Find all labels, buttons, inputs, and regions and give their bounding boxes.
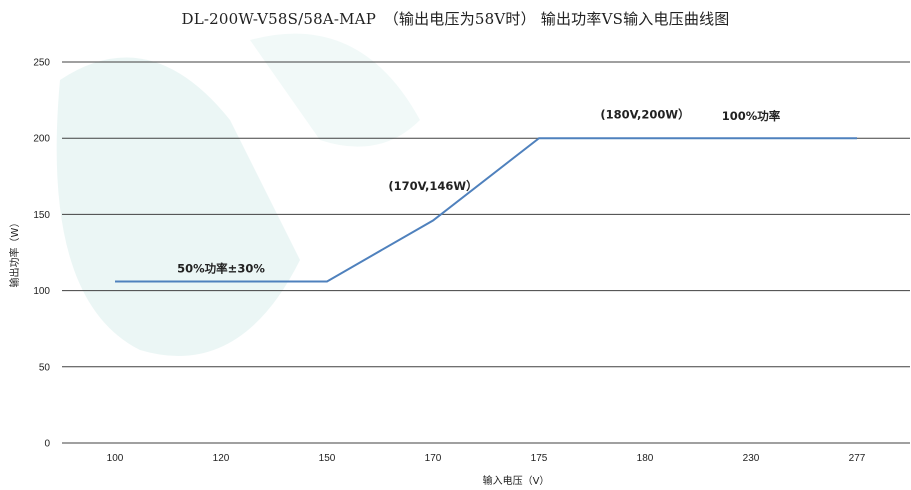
annotation-label: 50%功率±30% — [177, 261, 265, 275]
x-tick-label: 170 — [425, 453, 442, 464]
x-tick-label: 230 — [743, 453, 760, 464]
x-tick-label: 120 — [213, 453, 230, 464]
x-tick-label: 180 — [637, 453, 654, 464]
annotation-label: (170V,146W） — [388, 179, 477, 193]
x-tick-label: 150 — [319, 453, 336, 464]
chart-title: DL-200W-V58S/58A-MAP （输出电压为58V时） 输出功率VS输… — [181, 10, 730, 28]
annotation-label: (180V,200W） — [600, 107, 689, 121]
series-line — [115, 137, 857, 283]
x-axis-label: 输入电压（V） — [483, 474, 550, 487]
x-tick-label: 100 — [107, 453, 124, 464]
y-tick-label: 200 — [33, 134, 50, 145]
y-tick-label: 0 — [44, 439, 50, 450]
y-tick-label: 50 — [39, 362, 51, 373]
annotation-label: 100%功率 — [722, 109, 781, 123]
y-tick-label: 100 — [33, 286, 50, 297]
x-tick-label: 175 — [531, 453, 548, 464]
watermark-shape — [250, 33, 420, 147]
watermark-shape — [56, 57, 300, 356]
x-tick-label: 277 — [849, 453, 866, 464]
y-axis-label: 输出功率（W） — [8, 218, 21, 288]
y-tick-label: 250 — [33, 58, 50, 69]
y-tick-label: 150 — [33, 210, 50, 221]
